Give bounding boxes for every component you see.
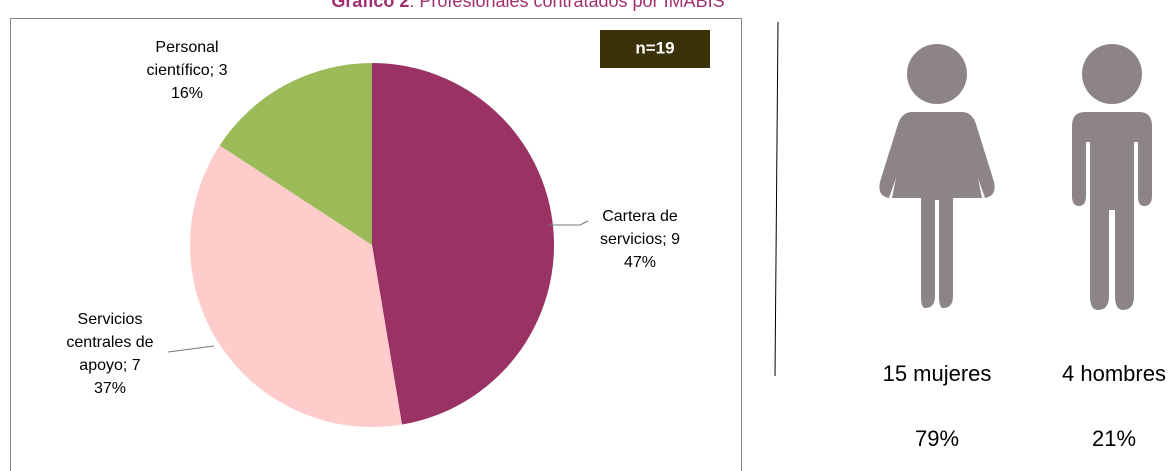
note-box xyxy=(600,30,710,68)
title-bold: Gráfico 2 xyxy=(331,0,409,11)
people-percent: 21% xyxy=(1092,426,1136,451)
leader-line xyxy=(548,220,589,226)
man-icon xyxy=(1072,44,1152,310)
slice-label: 16% xyxy=(171,85,203,102)
slice-label: 47% xyxy=(624,254,656,271)
divider xyxy=(774,21,779,377)
slice-label: apoyo; 7 xyxy=(79,357,140,374)
slice-label: Cartera de xyxy=(602,208,678,225)
slice-label: Personal xyxy=(155,39,218,56)
pie-slice xyxy=(219,63,372,245)
people-label: 4 hombres xyxy=(1062,361,1166,386)
leader-line xyxy=(167,345,215,353)
pie xyxy=(189,63,555,427)
leader-lines xyxy=(167,220,589,353)
woman-icon xyxy=(879,44,995,308)
slice-label: 37% xyxy=(94,380,126,397)
slice-label: centrales de xyxy=(66,334,153,351)
chart-title: Gráfico 2: Profesionales contratados por… xyxy=(331,0,724,11)
slice-label: científico; 3 xyxy=(147,62,228,79)
people-percent: 79% xyxy=(915,426,959,451)
chart-frame xyxy=(10,18,742,471)
slice-label: Servicios xyxy=(78,311,143,328)
pie-slice xyxy=(372,63,555,425)
people-label: 15 mujeres xyxy=(883,361,992,386)
title-rest: : Profesionales contratados por IMABIS xyxy=(409,0,724,11)
note: n=19 xyxy=(635,38,674,57)
slice-label: servicios; 9 xyxy=(600,231,680,248)
pie-slice xyxy=(189,145,402,427)
